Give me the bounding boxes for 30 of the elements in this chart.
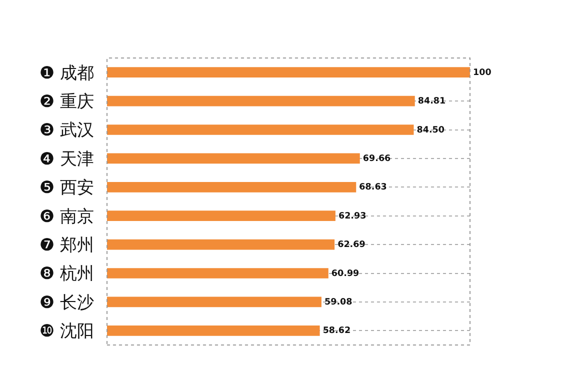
- bar: [107, 325, 320, 336]
- y-tick-label: ❸ 武汉: [39, 120, 94, 141]
- data-label: 69.66: [362, 154, 391, 164]
- data-label: 100: [473, 68, 492, 78]
- bar: [107, 239, 335, 250]
- data-label: 62.93: [338, 211, 366, 222]
- bar: [107, 153, 360, 164]
- bar: [107, 124, 414, 135]
- bar: [107, 96, 415, 106]
- y-tick-label: ❺ 西安: [39, 178, 94, 198]
- y-tick-label: ❶ 成都: [39, 63, 94, 84]
- bar: [107, 67, 470, 78]
- bar: [107, 210, 336, 222]
- y-tick-label: ❿ 沈阳: [39, 322, 94, 342]
- bar: [107, 182, 356, 192]
- data-label: 68.63: [359, 182, 387, 193]
- data-label: 60.99: [331, 268, 360, 279]
- y-tick-label: ❷ 重庆: [39, 92, 94, 112]
- bar: [107, 296, 322, 308]
- y-tick-label: ❹ 天津: [39, 149, 94, 170]
- data-label: 84.50: [416, 125, 445, 136]
- data-label: 58.62: [322, 326, 351, 336]
- data-label: 84.81: [418, 96, 446, 107]
- y-tick-label: ❻ 南京: [39, 206, 94, 227]
- y-tick-label: ❽ 杭州: [39, 264, 94, 284]
- y-tick-label: ❾ 长沙: [39, 292, 94, 313]
- data-label: 59.08: [324, 298, 352, 308]
- y-tick-label: ❼ 郑州: [39, 236, 94, 256]
- bar: [107, 268, 328, 278]
- data-label: 62.69: [338, 240, 366, 250]
